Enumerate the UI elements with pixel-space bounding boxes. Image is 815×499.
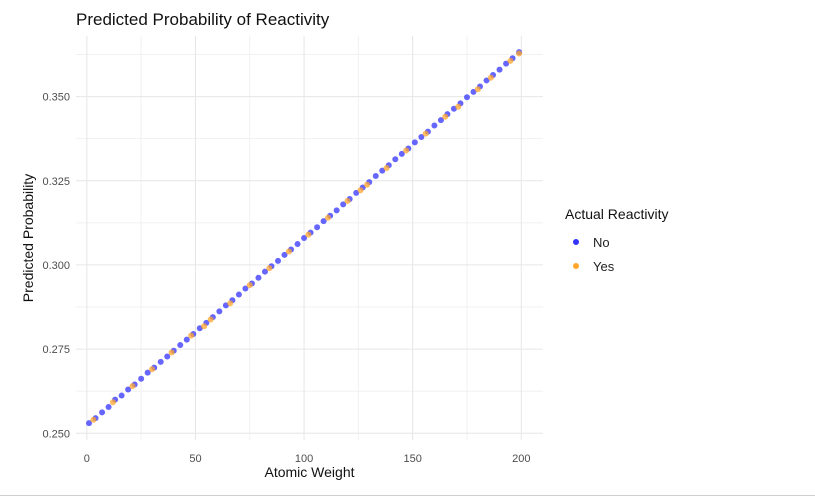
point-no [235,291,242,298]
point-no [372,173,379,180]
legend-item-yes: Yes [573,254,668,278]
x-axis-label: Atomic Weight [265,464,355,480]
point-no [483,77,490,84]
point-yes [149,366,156,373]
point-no [314,224,321,231]
point-yes [129,383,136,390]
y-tick-label: 0.350 [42,92,70,104]
axes: 0 50 100 150 200 0.250 0.275 0.300 0.325 0.350 Ato… [20,92,530,480]
point-no [503,60,510,67]
x-tick-label: 200 [512,453,530,465]
point-no [164,353,171,360]
point-no [496,66,503,73]
point-yes [442,113,449,120]
point-yes [383,164,390,171]
legend: Actual Reactivity No Yes [565,206,668,278]
point-no [144,369,151,376]
point-yes [324,214,331,221]
point-no [301,235,308,241]
point-no [255,274,262,281]
point-no [437,117,444,124]
y-tick-label: 0.250 [42,428,70,440]
y-tick-label: 0.300 [42,260,70,272]
point-yes [474,86,481,93]
point-no [340,201,347,208]
point-no [125,386,132,393]
point-yes [516,50,523,57]
point-yes [227,300,234,307]
y-tick-label: 0.325 [42,176,70,188]
point-no [261,268,268,275]
legend-marker-yes [573,263,579,269]
x-tick-label: 0 [84,453,90,465]
point-no [333,207,340,214]
point-no [470,88,477,95]
point-no [99,409,106,416]
point-no [418,134,425,140]
y-axis-label: Predicted Probability [20,174,36,302]
point-yes [403,147,410,154]
point-yes [168,349,175,356]
point-no [398,150,405,157]
series-yes [90,50,523,423]
point-no [183,336,190,343]
x-tick-label: 100 [295,453,313,465]
point-yes [422,130,429,137]
point-no [216,308,223,315]
point-yes [285,248,292,255]
point-yes [188,332,195,339]
point-no [242,285,249,292]
point-no [320,218,327,225]
point-yes [109,399,116,406]
point-no [379,167,386,174]
point-no [431,122,438,129]
legend-title: Actual Reactivity [565,206,669,222]
point-yes [90,416,97,423]
point-yes [266,265,273,272]
legend-label-yes: Yes [593,258,615,274]
point-yes [507,57,514,64]
point-no [177,342,184,349]
point-no [138,375,145,382]
point-yes [364,181,371,188]
grid [76,36,543,440]
point-no [118,392,125,399]
point-no [294,241,301,248]
point-no [157,358,164,365]
chart-title: Predicted Probability of Reactivity [76,10,330,29]
x-tick-label: 50 [189,453,201,465]
point-yes [344,197,351,204]
point-no [411,139,418,146]
legend-marker-no [573,239,579,245]
point-no [86,420,93,427]
point-yes [201,323,208,330]
point-no [353,189,360,196]
point-yes [246,282,253,289]
point-no [463,94,470,101]
x-tick-label: 150 [403,453,421,465]
point-no [281,251,288,258]
point-no [105,404,112,411]
bottom-divider [0,495,815,496]
legend-label-no: No [593,234,610,250]
point-yes [305,231,312,238]
point-yes [357,187,364,194]
point-no [275,257,282,264]
point-yes [207,316,214,323]
point-no [392,156,399,163]
y-tick-label: 0.275 [42,344,70,356]
point-yes [455,103,462,110]
legend-item-no: No [573,230,668,254]
point-yes [487,74,494,81]
